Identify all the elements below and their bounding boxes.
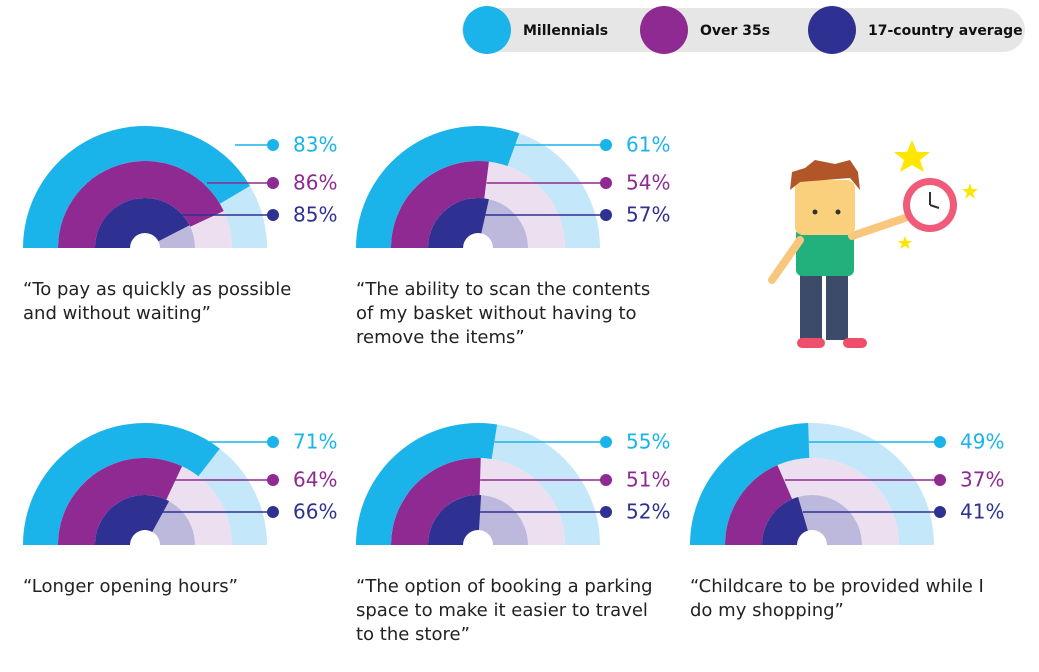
legend-swatch <box>808 6 856 54</box>
leader-dot <box>267 436 279 448</box>
legend-label: 17-country average <box>868 23 1023 39</box>
legend-swatch <box>463 6 511 54</box>
leader-dot <box>934 506 946 518</box>
value-label: 64% <box>293 468 337 492</box>
leader-dot <box>267 209 279 221</box>
value-label: 54% <box>626 171 670 195</box>
value-label: 85% <box>293 203 337 227</box>
chart-title: “To pay as quickly as possible and witho… <box>23 278 323 326</box>
value-label: 57% <box>626 203 670 227</box>
chart-title: “Longer opening hours” <box>23 575 323 599</box>
leader-dot <box>600 474 612 486</box>
value-label: 41% <box>960 500 1004 524</box>
leader-dot <box>600 139 612 151</box>
value-label: 66% <box>293 500 337 524</box>
chart-title: “The ability to scan the contents of my … <box>356 278 656 350</box>
leader-dot <box>600 177 612 189</box>
leader-dot <box>600 209 612 221</box>
leader-dot <box>267 506 279 518</box>
value-label: 83% <box>293 133 337 157</box>
illustration <box>772 140 978 348</box>
value-label: 55% <box>626 430 670 454</box>
leader-dot <box>267 177 279 189</box>
leader-dot <box>934 474 946 486</box>
leader-dot <box>267 139 279 151</box>
value-label: 49% <box>960 430 1004 454</box>
leader-dot <box>934 436 946 448</box>
value-label: 86% <box>293 171 337 195</box>
value-label: 61% <box>626 133 670 157</box>
value-label: 52% <box>626 500 670 524</box>
value-label: 71% <box>293 430 337 454</box>
page: Millennials Over 35s 17-country average 83%… <box>0 0 1039 672</box>
value-label: 51% <box>626 468 670 492</box>
chart-title: “The option of booking a parking space t… <box>356 575 656 647</box>
leader-dot <box>600 506 612 518</box>
legend-label: Millennials <box>523 23 608 39</box>
leader-dot <box>600 436 612 448</box>
value-label: 37% <box>960 468 1004 492</box>
leader-dot <box>267 474 279 486</box>
legend-label: Over 35s <box>700 23 770 39</box>
chart-title: “Childcare to be provided while I do my … <box>690 575 990 623</box>
legend-swatch <box>640 6 688 54</box>
